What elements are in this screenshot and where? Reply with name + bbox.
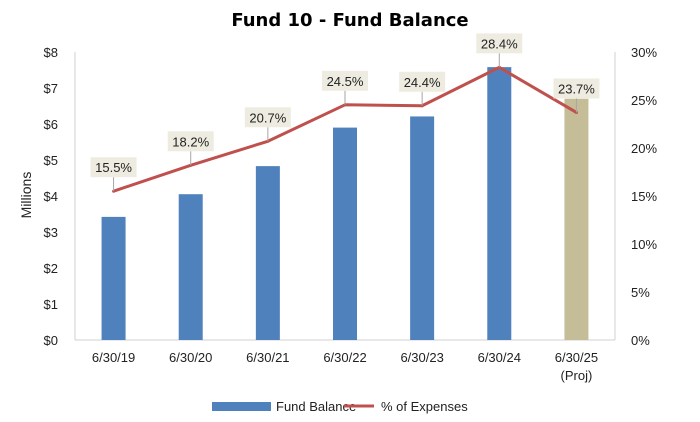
data-label: 20.7% — [249, 110, 286, 125]
y-tick-label: $8 — [44, 45, 58, 60]
data-label-box — [244, 107, 291, 128]
y2-tick-label: 15% — [631, 189, 657, 204]
data-label-box — [553, 78, 600, 99]
legend-bar-swatch — [212, 402, 271, 411]
bar — [487, 67, 512, 341]
bar — [178, 194, 203, 340]
data-label-box — [167, 131, 214, 152]
bar — [255, 166, 280, 340]
data-label: 24.5% — [327, 74, 364, 89]
x-tick-label: 6/30/20 — [169, 350, 212, 365]
y-tick-label: $5 — [44, 153, 58, 168]
y-axis-title: Millions — [18, 172, 34, 219]
legend-label-pct-expenses: % of Expenses — [381, 399, 468, 414]
y-tick-label: $1 — [44, 297, 58, 312]
y2-tick-label: 30% — [631, 45, 657, 60]
data-label: 28.4% — [481, 36, 518, 51]
data-label-box — [322, 70, 368, 91]
bar — [101, 216, 126, 340]
data-label-box — [476, 33, 523, 54]
y2-tick-label: 5% — [631, 285, 650, 300]
legend-label-fund-balance: Fund Balance — [276, 399, 356, 414]
y-tick-label: $3 — [44, 225, 58, 240]
x-tick-label: 6/30/22 — [323, 350, 366, 365]
y2-tick-label: 25% — [631, 93, 657, 108]
data-label: 18.2% — [172, 134, 209, 149]
bar — [564, 98, 589, 340]
x-tick-sublabel: (Proj) — [561, 368, 593, 383]
chart-title: Fund 10 - Fund Balance — [231, 10, 468, 31]
data-label: 24.4% — [404, 75, 441, 90]
plot-area: $0 $1 $2 $3 $4 $5 $6 $7 $8 0% 5% 10% 15% 20% 25% 30% 6/3… — [44, 33, 657, 383]
y2-tick-label: 10% — [631, 237, 657, 252]
y-tick-label: $7 — [44, 81, 58, 96]
data-label-box — [399, 71, 446, 92]
bar — [333, 127, 357, 340]
bar — [410, 116, 435, 340]
x-tick-label: 6/30/19 — [92, 350, 135, 365]
x-tick-label: 6/30/23 — [400, 350, 443, 365]
y-tick-label: $2 — [44, 261, 58, 276]
y-tick-label: $0 — [44, 333, 58, 348]
x-tick-label: 6/30/21 — [246, 350, 289, 365]
data-label-box — [90, 157, 137, 178]
x-tick-label: 6/30/25 — [555, 350, 598, 365]
y-tick-label: $6 — [44, 117, 58, 132]
x-tick-label: 6/30/24 — [478, 350, 521, 365]
data-label: 15.5% — [95, 160, 132, 175]
y-tick-label: $4 — [44, 189, 58, 204]
y2-tick-label: 20% — [631, 141, 657, 156]
y2-tick-label: 0% — [631, 333, 650, 348]
chart-legend: Fund Balance % of Expenses — [212, 399, 468, 414]
data-label: 23.7% — [558, 81, 595, 96]
